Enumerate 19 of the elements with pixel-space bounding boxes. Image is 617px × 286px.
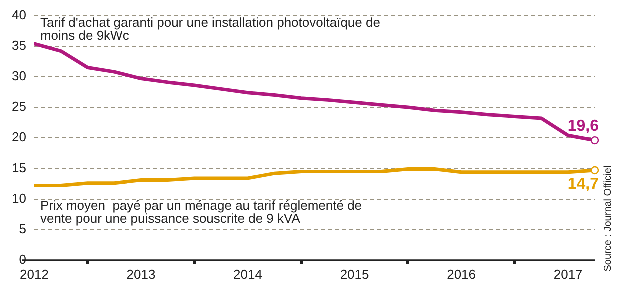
annotation: 14,7 — [568, 176, 600, 193]
series-label: Tarif d'achat garanti pour une installation photovoltaïque de moins de 9kWc — [40, 14, 380, 43]
x-tick-label: 2015 — [340, 266, 370, 282]
y-tick-label: 25 — [12, 99, 26, 114]
x-tick-label: 2012 — [20, 266, 49, 282]
series-label: Prix moyen payé par un ménage au tarif réglementé de vente pour une puissance souscrite de 9 kVA — [40, 198, 362, 226]
y-tick-label: 20 — [12, 130, 26, 145]
y-tick-label: 40 — [12, 7, 26, 22]
y-tick-label: 15 — [12, 160, 26, 176]
x-tick-label: 2014 — [234, 266, 262, 282]
source-note: Source : Journal Officiel — [602, 166, 614, 272]
y-tick-label: 35 — [12, 38, 26, 53]
annotation: 19,6 — [568, 118, 600, 135]
x-tick-label: 2013 — [126, 266, 156, 282]
y-tick-label: 30 — [12, 68, 26, 84]
y-tick-label: 10 — [12, 190, 26, 206]
x-tick-label: 2016 — [447, 266, 476, 282]
x-tick-label: 2017 — [554, 266, 583, 282]
y-tick-label: 5 — [19, 221, 26, 236]
